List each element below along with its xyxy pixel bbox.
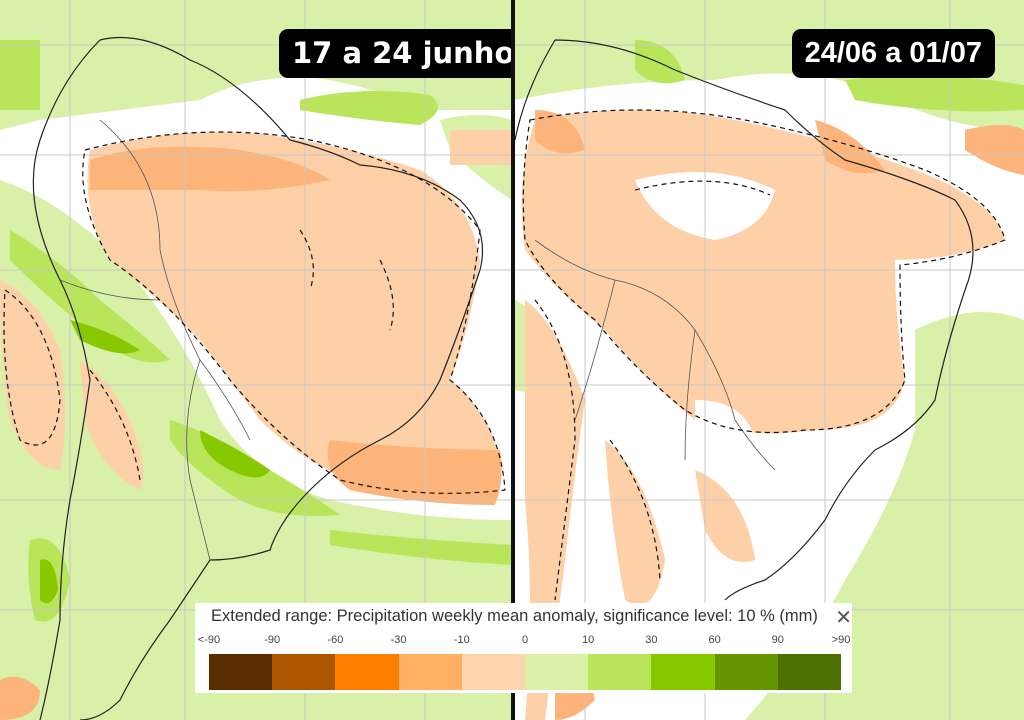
- legend-tick-label: -90: [264, 634, 281, 646]
- coastline: [515, 39, 974, 601]
- precipitation-anomaly-map-2: [515, 0, 1024, 720]
- legend-tick-label: 0: [521, 634, 529, 646]
- legend-color-swatch: [461, 654, 526, 690]
- coastline: [32, 36, 484, 720]
- legend-color-swatch: [398, 654, 462, 690]
- period-label: 17 a 24 junho: [279, 29, 512, 78]
- legend: Extended range: Precipitation weekly mea…: [195, 603, 852, 693]
- legend-tick-labels: <-90 -90 -60 -30 -10 0 10 30 60 90 >90: [195, 634, 852, 648]
- country-borders: [534, 239, 776, 471]
- legend-color-swatch: [272, 654, 336, 690]
- legend-color-bar: [209, 654, 842, 690]
- moderate-negative-areas: [0, 146, 502, 720]
- close-icon[interactable]: ✕: [835, 607, 852, 629]
- significance-contours: [3, 131, 506, 494]
- legend-tick-label: >90: [831, 634, 851, 646]
- period-label: 24/06 a 01/07: [791, 29, 995, 78]
- map-panel-week-2: [515, 0, 1024, 720]
- legend-tick-label: 60: [708, 634, 721, 646]
- map-panel-week-1: 17 a 24 junho: [0, 0, 512, 720]
- legend-color-swatch: [525, 654, 589, 690]
- legend-tick-label: <-90: [197, 634, 221, 646]
- legend-tick-label: -30: [390, 634, 407, 646]
- strong-positive-core: [40, 320, 270, 604]
- country-borders: [59, 119, 251, 561]
- legend-color-swatch: [651, 654, 715, 690]
- legend-tick-label: -60: [327, 634, 344, 646]
- panel-divider: [511, 0, 515, 720]
- grid-lines: [515, 0, 1024, 720]
- legend-tick-label: -10: [453, 634, 470, 646]
- negative-anomaly-areas: [0, 130, 512, 490]
- legend-color-swatch: [777, 654, 842, 690]
- legend-tick-label: 10: [582, 634, 595, 646]
- legend-tick-label: 90: [771, 634, 784, 646]
- significance-contours: [522, 109, 1006, 601]
- legend-title: Extended range: Precipitation weekly mea…: [211, 607, 818, 625]
- legend-tick-label: 30: [645, 634, 658, 646]
- strong-positive-areas: [635, 40, 1024, 112]
- precipitation-anomaly-map-1: [0, 0, 512, 720]
- legend-color-swatch: [335, 654, 399, 690]
- legend-color-swatch: [209, 654, 273, 690]
- legend-color-swatch: [588, 654, 652, 690]
- legend-color-swatch: [714, 654, 778, 690]
